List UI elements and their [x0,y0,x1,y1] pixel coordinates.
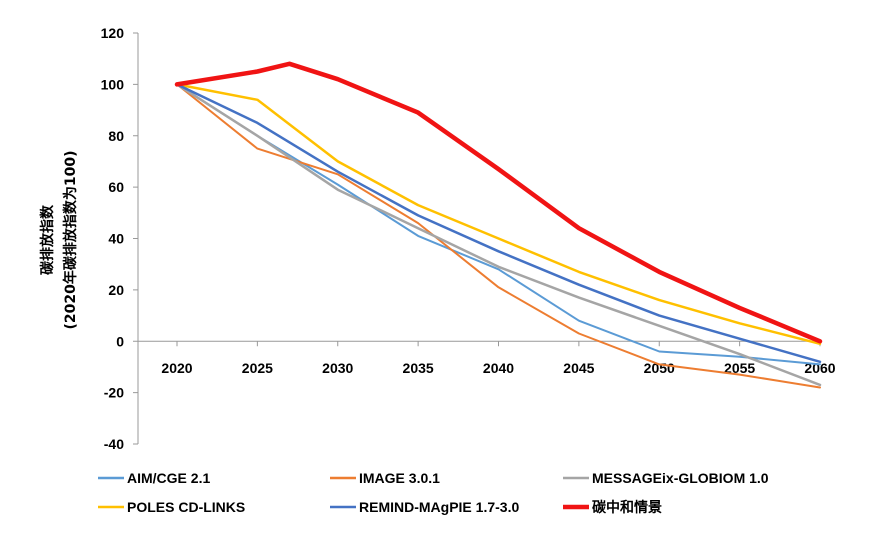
series-line-0 [176,83,821,366]
legend-label: 碳中和情景 [592,499,662,515]
legend-label: POLES CD-LINKS [127,499,245,515]
y-tick-label: 20 [108,282,124,298]
y-axis-title-line2: (2020年碳排放指数为100) [62,151,79,330]
x-tick-label: 2035 [403,360,434,376]
y-tick-label: -20 [104,385,124,401]
x-tick-label: 2050 [644,360,675,376]
x-tick-label: 2040 [483,360,514,376]
series-line-5 [174,61,823,344]
series-line-1 [176,83,821,389]
series-line-3 [175,83,822,346]
y-axis-title: 碳排放指数 (2020年碳排放指数为100) [39,151,79,330]
legend-label: MESSAGEix-GLOBIOM 1.0 [592,470,769,486]
legend-label: IMAGE 3.0.1 [359,470,440,486]
y-tick-label: 0 [116,333,124,349]
x-tick-label: 2025 [242,360,273,376]
series-line-4 [175,83,822,364]
x-tick-label: 2045 [563,360,594,376]
y-tick-label: 100 [101,76,125,92]
y-tick-label: 60 [108,179,124,195]
legend: AIM/CGE 2.1 IMAGE 3.0.1 MESSAGEix-GLOBIOM … [98,470,769,515]
x-tick-label: 2020 [161,360,192,376]
y-tick-label: 40 [108,231,124,247]
legend-label: REMIND-MAgPIE 1.7-3.0 [359,499,519,515]
x-tick-label: 2055 [724,360,755,376]
y-tick-label: 80 [108,128,124,144]
legend-label: AIM/CGE 2.1 [127,470,210,486]
series-lines [174,61,823,389]
y-tick-label: -40 [104,436,124,452]
y-axis-title-line1: 碳排放指数 [39,204,56,275]
x-tick-label: 2030 [322,360,353,376]
y-tick-label: 120 [101,25,125,41]
series-line-2 [175,83,822,387]
